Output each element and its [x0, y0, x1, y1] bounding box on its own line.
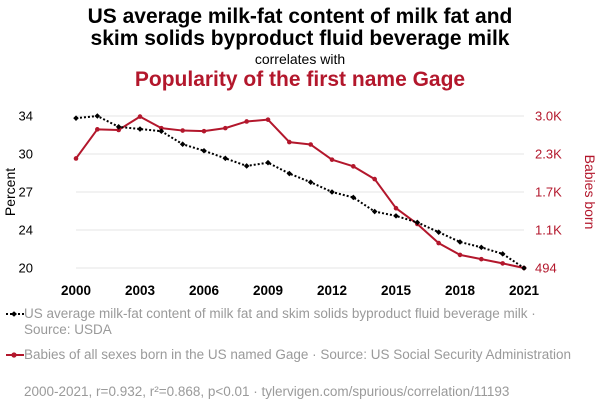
- y-right-axis-label: Babies born: [582, 155, 598, 230]
- footer-stats: 2000-2021, r=0.932, r²=0.868, p<0.01 · t…: [24, 384, 510, 399]
- x-tick-label: 2015: [381, 283, 412, 298]
- legend-dotted-line-icon: [6, 311, 24, 317]
- x-tick-label: 2003: [125, 283, 156, 298]
- series1-point: [414, 219, 421, 226]
- series2-point: [223, 125, 228, 131]
- series2-point: [287, 139, 292, 145]
- chart-plot: 20 24 27 30 34 494 1.1K 1.7K 2.3K 3.0K 2000 2003 200…: [2, 109, 598, 299]
- legend-item-series2: Babies of all sexes born in the US named…: [6, 347, 584, 363]
- series1-point: [222, 155, 229, 162]
- series1-point: [329, 189, 335, 195]
- series1-point: [350, 194, 357, 201]
- y-right-tick-label: 1.7K: [535, 185, 562, 200]
- series1-point: [521, 265, 527, 271]
- series1-point: [115, 124, 122, 130]
- x-tick-label: 2012: [317, 283, 347, 298]
- series2-point: [137, 114, 143, 119]
- series1-point: [265, 159, 271, 166]
- series2-point: [372, 176, 377, 182]
- x-tick-label: 2000: [61, 283, 91, 298]
- legend-item-series1: US average milk-fat content of milk fat …: [6, 306, 584, 338]
- series2-point: [393, 205, 399, 211]
- series2-point: [73, 156, 79, 161]
- series2-point: [457, 252, 463, 258]
- series2-point: [308, 142, 313, 147]
- series1-point: [499, 251, 506, 257]
- y-left-axis-label: Percent: [2, 168, 18, 216]
- series1-point: [94, 113, 101, 119]
- series1-point: [179, 141, 186, 148]
- series2-point: [351, 164, 356, 169]
- y-left-tick-label: 30: [19, 147, 33, 162]
- series2-point: [244, 119, 249, 124]
- chart-title-line2: skim solids byproduct fluid beverage mil…: [90, 27, 510, 50]
- series2-point: [116, 127, 121, 133]
- series2-point: [479, 256, 484, 262]
- y-right-tick-label: 1.1K: [535, 223, 562, 238]
- y-right-tick-label: 494: [535, 261, 557, 276]
- series1-point: [243, 163, 250, 169]
- chart-title-line1: US average milk-fat content of milk fat …: [87, 5, 513, 28]
- x-tick-label: 2021: [509, 283, 540, 298]
- legend-label-series1: US average milk-fat content of milk fat …: [24, 306, 536, 337]
- series1-point: [158, 128, 165, 134]
- series2-point: [500, 261, 505, 266]
- series2-point: [201, 128, 207, 134]
- chart-subtitle: Popularity of the first name Gage: [134, 68, 466, 91]
- series1-point: [435, 229, 442, 235]
- series1-point: [478, 244, 485, 251]
- series2-point: [329, 157, 335, 162]
- series2-point: [436, 240, 441, 246]
- series2-point: [159, 125, 164, 131]
- series1-point: [286, 170, 293, 177]
- y-left-tick-label: 27: [19, 185, 33, 200]
- x-tick-label: 2009: [253, 283, 283, 298]
- y-left-tick-label: 24: [19, 223, 33, 238]
- series2-line: [75, 115, 525, 269]
- y-right-tick-label: 3.0K: [535, 109, 562, 124]
- x-tick-label: 2006: [189, 283, 220, 298]
- series2-point: [95, 127, 100, 132]
- x-tick-label: 2018: [445, 283, 476, 298]
- correlates-label: correlates with: [254, 51, 346, 67]
- series1-line: [75, 114, 525, 269]
- y-left-tick-label: 20: [19, 261, 33, 276]
- series1-point: [393, 213, 399, 219]
- y-right-tick-label: 2.3K: [535, 147, 562, 162]
- series1-point: [137, 126, 143, 132]
- legend-label-series2: Babies of all sexes born in the US named…: [24, 347, 572, 362]
- legend-solid-line-icon: [6, 352, 24, 358]
- series1-point: [201, 147, 207, 154]
- series1-point: [371, 208, 378, 215]
- series1-point: [73, 115, 79, 121]
- series2-point: [265, 117, 271, 122]
- series2-point: [180, 128, 185, 133]
- y-left-tick-label: 34: [19, 109, 33, 124]
- series1-point: [457, 239, 463, 245]
- series1-point: [307, 179, 314, 186]
